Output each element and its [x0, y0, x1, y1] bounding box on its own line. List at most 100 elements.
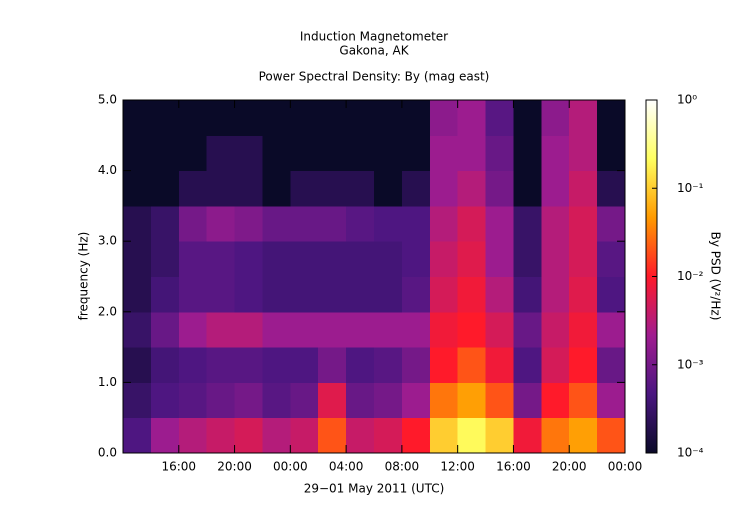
heatmap-cell [178, 100, 208, 136]
heatmap-cell [541, 135, 570, 172]
heatmap-cell [178, 205, 208, 242]
heatmap-cell [457, 170, 487, 207]
heatmap-cell [123, 382, 152, 419]
heatmap-cell [513, 311, 542, 348]
heatmap-cell [262, 276, 291, 313]
heatmap-cell [513, 417, 542, 454]
heatmap-cell [569, 205, 598, 242]
heatmap-cell [206, 100, 236, 136]
heatmap-cell [262, 241, 291, 277]
chart-subtitle: Gakona, AK [339, 44, 409, 58]
x-tick-label: 20:00 [217, 460, 252, 474]
colorbar-tick-label: 10⁰ [677, 93, 697, 107]
heatmap-cell [150, 417, 180, 454]
heatmap-cell [569, 417, 598, 454]
x-tick-label: 08:00 [385, 460, 420, 474]
heatmap-cell [206, 311, 236, 348]
heatmap-cell [597, 135, 626, 172]
heatmap-cell [346, 241, 375, 277]
heatmap-cell [123, 417, 152, 454]
heatmap-cell [290, 170, 319, 207]
y-tick-label: 5.0 [98, 93, 117, 107]
heatmap-cell [485, 311, 514, 348]
heatmap-cell [234, 347, 263, 383]
heatmap-cell [178, 311, 208, 348]
heatmap-cell [318, 170, 347, 207]
x-tick-label: 20:00 [552, 460, 587, 474]
heatmap-cell [541, 276, 570, 313]
y-tick-label: 4.0 [98, 163, 117, 177]
heatmap-cell [597, 100, 626, 136]
heatmap-cell [374, 100, 403, 136]
heatmap-cell [178, 417, 208, 454]
heatmap-cell [401, 382, 431, 419]
heatmap-cell [234, 205, 263, 242]
heatmap-cell [123, 347, 152, 383]
heatmap-cell [150, 135, 180, 172]
heatmap-cell [485, 170, 514, 207]
heatmap-cell [178, 170, 208, 207]
heatmap-cell [597, 417, 626, 454]
y-tick-label: 2.0 [98, 304, 117, 318]
heatmap-cell [178, 347, 208, 383]
heatmap-cell [513, 170, 542, 207]
heatmap-cell [374, 417, 403, 454]
x-tick-label: 16:00 [161, 460, 196, 474]
heatmap-cell [513, 100, 542, 136]
heatmap-cell [541, 241, 570, 277]
heatmap-cell [513, 135, 542, 172]
heatmap-cell [290, 135, 319, 172]
heatmap-cell [429, 205, 459, 242]
heatmap-cell [541, 347, 570, 383]
heatmap-cell [513, 205, 542, 242]
heatmap-cell [290, 276, 319, 313]
heatmap-cell [513, 382, 542, 419]
heatmap-cell [150, 241, 180, 277]
heatmap-cell [150, 311, 180, 348]
heatmap-cell [485, 205, 514, 242]
heatmap-cell [150, 205, 180, 242]
heatmap-cell [374, 347, 403, 383]
heatmap-cell [429, 417, 459, 454]
x-tick-label: 04:00 [329, 460, 364, 474]
heatmap-cell [597, 170, 626, 207]
heatmap-cell [457, 135, 487, 172]
heatmap-cell [569, 135, 598, 172]
heatmap-cell [401, 241, 431, 277]
heatmap-cell [346, 135, 375, 172]
heatmap-cell [401, 100, 431, 136]
heatmap-cell [374, 276, 403, 313]
heatmap-cell [401, 135, 431, 172]
heatmap-cell [123, 205, 152, 242]
heatmap-cell [569, 382, 598, 419]
heatmap-cell [346, 276, 375, 313]
heatmap-cell [262, 205, 291, 242]
heatmap-cell [262, 382, 291, 419]
heatmap-cell [290, 100, 319, 136]
heatmap-cell [597, 241, 626, 277]
heatmap-cell [234, 135, 263, 172]
heatmap-cell [234, 276, 263, 313]
heatmap-cell [541, 311, 570, 348]
heatmap-cell [206, 347, 236, 383]
heatmap-cell [262, 417, 291, 454]
heatmap-cell [346, 311, 375, 348]
heatmap-cell [206, 382, 236, 419]
heatmap-cell [597, 347, 626, 383]
x-tick-label: 12:00 [440, 460, 475, 474]
heatmap-cell [346, 170, 375, 207]
heatmap-cell [485, 135, 514, 172]
heatmap-cell [318, 311, 347, 348]
heatmap-cell [346, 347, 375, 383]
plot-title: Power Spectral Density: By (mag east) [259, 70, 490, 84]
heatmap-cell [206, 417, 236, 454]
heatmap-cell [457, 276, 487, 313]
heatmap-cell [541, 417, 570, 454]
heatmap-cell [429, 311, 459, 348]
heatmap-cell [234, 241, 263, 277]
heatmap-cell [262, 170, 291, 207]
heatmap-cell [457, 205, 487, 242]
heatmap-cell [569, 100, 598, 136]
heatmap-cell [429, 276, 459, 313]
heatmap-cell [597, 276, 626, 313]
